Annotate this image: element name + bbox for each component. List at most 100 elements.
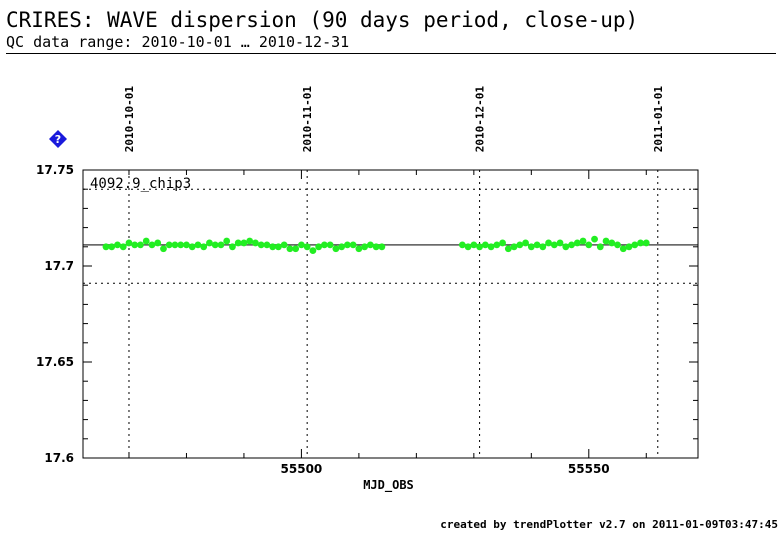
y-tick-label: 17.75 xyxy=(36,163,74,177)
data-point xyxy=(194,241,202,249)
data-point xyxy=(631,241,639,249)
data-point xyxy=(142,237,150,245)
data-point xyxy=(562,243,570,251)
date-marker-label: 2011-01-01 xyxy=(652,86,665,153)
data-point xyxy=(596,243,604,251)
data-point xyxy=(579,237,587,245)
data-point xyxy=(252,239,259,247)
date-marker-label: 2010-12-01 xyxy=(474,86,487,153)
data-point xyxy=(211,241,219,249)
question-diamond-icon[interactable]: ? xyxy=(49,130,67,148)
plot-frame xyxy=(82,169,699,459)
x-tick-label: 55550 xyxy=(568,462,610,476)
data-point xyxy=(171,241,179,249)
y-tick-label: 17.65 xyxy=(36,355,74,369)
data-point xyxy=(114,241,121,249)
data-point xyxy=(148,241,156,249)
data-point xyxy=(545,239,552,247)
data-point xyxy=(522,239,529,247)
data-point xyxy=(470,241,478,249)
reference-lines xyxy=(83,188,698,284)
data-points xyxy=(102,235,650,255)
data-point xyxy=(298,241,305,249)
data-point xyxy=(309,247,317,255)
y-tick-label: 17.7 xyxy=(44,259,74,273)
data-point xyxy=(177,241,185,249)
data-point xyxy=(608,239,616,247)
data-point xyxy=(303,243,311,251)
data-point xyxy=(246,237,254,245)
data-point xyxy=(343,241,351,249)
data-point xyxy=(556,239,564,247)
data-point xyxy=(206,239,213,247)
data-point xyxy=(223,237,231,245)
x-axis-ticks: 55500 55550 xyxy=(128,170,647,476)
data-point xyxy=(349,241,357,249)
data-point xyxy=(637,239,644,247)
data-point xyxy=(458,241,466,249)
data-point xyxy=(366,241,374,249)
data-point xyxy=(614,241,621,249)
chart-title: CRIRES: WAVE dispersion (90 days period,… xyxy=(6,8,639,32)
data-point xyxy=(481,241,489,249)
data-point xyxy=(591,235,598,243)
x-tick-label: 55500 xyxy=(281,462,323,476)
svg-text:?: ? xyxy=(55,133,61,146)
data-point xyxy=(332,245,340,253)
data-point xyxy=(102,243,110,251)
data-point xyxy=(510,243,518,251)
date-marker-label: 2010-11-01 xyxy=(301,86,314,153)
data-point xyxy=(527,243,535,251)
data-point xyxy=(585,241,593,249)
data-point xyxy=(137,241,144,249)
data-point xyxy=(516,241,524,249)
data-point xyxy=(550,241,558,249)
data-point xyxy=(476,243,483,251)
data-point xyxy=(160,245,167,253)
data-point xyxy=(573,239,581,247)
data-point xyxy=(533,241,541,249)
data-point xyxy=(240,239,248,247)
date-marker-label: 2010-10-01 xyxy=(123,86,136,153)
title-divider xyxy=(6,53,776,54)
data-point xyxy=(372,243,380,251)
data-point xyxy=(504,245,512,253)
data-point xyxy=(108,243,116,251)
data-point xyxy=(200,243,208,251)
data-point xyxy=(487,243,495,251)
data-point xyxy=(257,241,265,249)
data-point xyxy=(188,243,196,251)
data-point xyxy=(234,239,242,247)
data-point xyxy=(326,241,334,249)
data-point xyxy=(338,243,346,251)
data-point xyxy=(183,241,190,249)
data-point xyxy=(602,237,610,245)
data-point xyxy=(125,239,133,247)
data-point xyxy=(292,245,300,253)
chart-subtitle: QC data range: 2010-10-01 … 2010-12-31 xyxy=(6,33,350,51)
data-point xyxy=(131,241,139,249)
data-point xyxy=(119,243,127,251)
date-markers: 2010-10-01 2010-11-01 2010-12-01 2011-01-01 xyxy=(123,86,665,458)
data-point xyxy=(286,245,294,253)
data-point xyxy=(539,243,547,251)
data-point xyxy=(378,243,386,251)
data-point xyxy=(275,243,282,251)
x-axis-title: MJD_OBS xyxy=(363,478,414,493)
data-point xyxy=(321,241,328,249)
data-point xyxy=(263,241,271,249)
data-point xyxy=(642,239,650,247)
data-point xyxy=(499,239,506,247)
data-point xyxy=(217,241,225,249)
data-point xyxy=(493,241,501,249)
data-point xyxy=(154,239,162,247)
footer-credit: created by trendPlotter v2.7 on 2011-01-… xyxy=(440,518,778,531)
series-label: 4092.9_chip3 xyxy=(90,176,191,192)
data-point xyxy=(464,243,472,251)
data-point xyxy=(361,243,369,251)
y-axis-ticks: 17.6 17.65 17.7 17.75 xyxy=(36,163,698,465)
data-point xyxy=(269,243,277,251)
data-point xyxy=(229,243,236,251)
data-point xyxy=(315,243,323,251)
